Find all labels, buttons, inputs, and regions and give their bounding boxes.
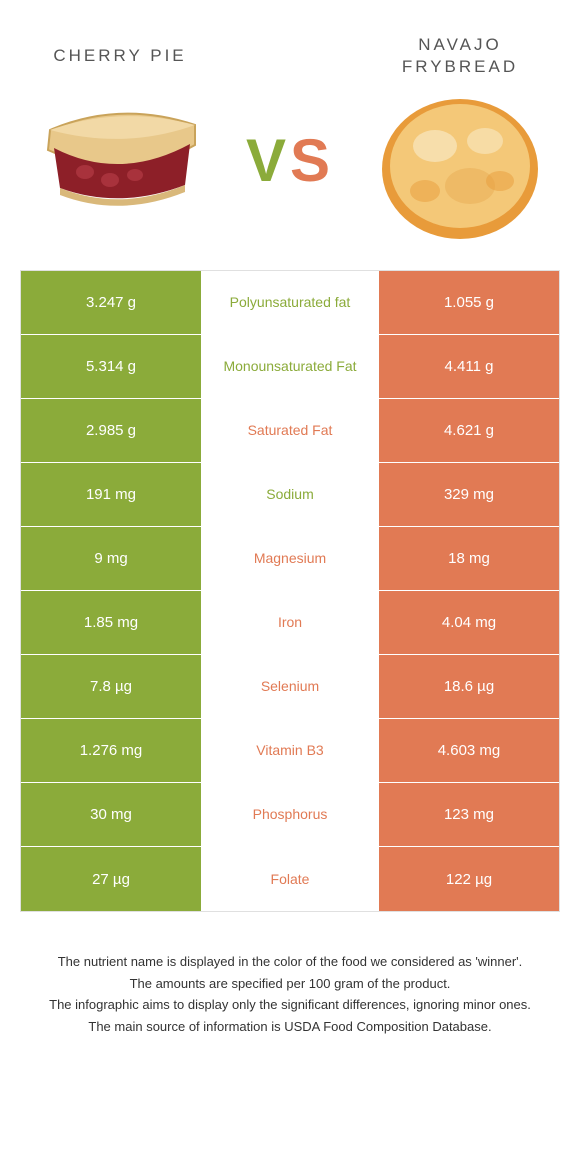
- cherry-pie-image: [30, 85, 210, 225]
- value-right: 4.04 mg: [379, 591, 559, 654]
- value-right: 1.055 g: [379, 271, 559, 334]
- vs-label: VS: [246, 126, 334, 195]
- footer-line-2: The amounts are specified per 100 gram o…: [40, 974, 540, 994]
- table-row: 191 mgSodium329 mg: [21, 463, 559, 527]
- value-right: 4.411 g: [379, 335, 559, 398]
- table-row: 2.985 gSaturated Fat4.621 g: [21, 399, 559, 463]
- food-right: NAVAJO FRYBREAD: [360, 34, 560, 236]
- footer-line-4: The main source of information is USDA F…: [40, 1017, 540, 1037]
- value-left: 9 mg: [21, 527, 201, 590]
- table-row: 1.276 mgVitamin B34.603 mg: [21, 719, 559, 783]
- value-right: 18 mg: [379, 527, 559, 590]
- table-row: 9 mgMagnesium18 mg: [21, 527, 559, 591]
- nutrient-label: Selenium: [201, 655, 379, 718]
- header: CHERRY PIE VS NAVAJO FRYBREAD: [0, 0, 580, 260]
- nutrient-label: Polyunsaturated fat: [201, 271, 379, 334]
- table-row: 27 µgFolate122 µg: [21, 847, 559, 911]
- value-right: 18.6 µg: [379, 655, 559, 718]
- vs-v: V: [246, 126, 290, 195]
- value-right: 329 mg: [379, 463, 559, 526]
- value-right: 122 µg: [379, 847, 559, 911]
- footer-line-3: The infographic aims to display only the…: [40, 995, 540, 1015]
- value-right: 123 mg: [379, 783, 559, 846]
- value-left: 27 µg: [21, 847, 201, 911]
- nutrient-label: Saturated Fat: [201, 399, 379, 462]
- table-row: 30 mgPhosphorus123 mg: [21, 783, 559, 847]
- nutrient-label: Sodium: [201, 463, 379, 526]
- table-row: 5.314 gMonounsaturated Fat4.411 g: [21, 335, 559, 399]
- value-right: 4.603 mg: [379, 719, 559, 782]
- table-row: 7.8 µgSelenium18.6 µg: [21, 655, 559, 719]
- nutrient-table: 3.247 gPolyunsaturated fat1.055 g5.314 g…: [20, 270, 560, 912]
- value-left: 2.985 g: [21, 399, 201, 462]
- nutrient-label: Iron: [201, 591, 379, 654]
- footer-line-1: The nutrient name is displayed in the co…: [40, 952, 540, 972]
- value-left: 1.85 mg: [21, 591, 201, 654]
- value-left: 30 mg: [21, 783, 201, 846]
- value-left: 191 mg: [21, 463, 201, 526]
- value-left: 7.8 µg: [21, 655, 201, 718]
- table-row: 3.247 gPolyunsaturated fat1.055 g: [21, 271, 559, 335]
- nutrient-label: Magnesium: [201, 527, 379, 590]
- nutrient-label: Monounsaturated Fat: [201, 335, 379, 398]
- value-left: 3.247 g: [21, 271, 201, 334]
- nutrient-label: Folate: [201, 847, 379, 911]
- value-left: 5.314 g: [21, 335, 201, 398]
- nutrient-label: Phosphorus: [201, 783, 379, 846]
- footer-notes: The nutrient name is displayed in the co…: [40, 952, 540, 1036]
- table-row: 1.85 mgIron4.04 mg: [21, 591, 559, 655]
- value-right: 4.621 g: [379, 399, 559, 462]
- nutrient-label: Vitamin B3: [201, 719, 379, 782]
- food-left: CHERRY PIE: [20, 45, 220, 225]
- vs-s: S: [290, 126, 334, 195]
- food-right-title: NAVAJO FRYBREAD: [360, 34, 560, 78]
- frybread-image: [370, 96, 550, 236]
- food-left-title: CHERRY PIE: [53, 45, 186, 67]
- value-left: 1.276 mg: [21, 719, 201, 782]
